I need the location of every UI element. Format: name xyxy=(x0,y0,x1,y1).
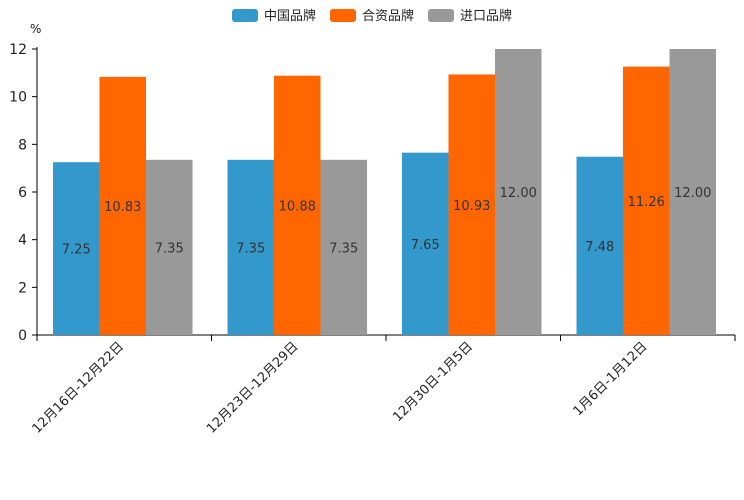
y-tick-label: 12 xyxy=(9,42,27,58)
data-labels: 7.25 7.35 7.65 7.48 10.83 10.88 10.93 11.26 7.35… xyxy=(62,186,712,258)
y-tick-label: 6 xyxy=(18,185,27,201)
bar-合资品牌 xyxy=(448,74,495,336)
legend-swatch xyxy=(232,9,258,22)
bar-合资品牌 xyxy=(274,75,321,336)
bar-value-label: 10.83 xyxy=(104,200,141,215)
x-category-label: 1月6日-1月12日 xyxy=(571,339,651,419)
legend-swatch xyxy=(330,9,356,22)
bar-value-label: 7.48 xyxy=(585,240,614,255)
y-tick-label: 8 xyxy=(18,137,27,153)
legend: 中国品牌 合资品牌 进口品牌 xyxy=(232,8,512,24)
bar-进口品牌 xyxy=(320,159,367,335)
bar-进口品牌 xyxy=(495,49,542,335)
y-tick-label: 0 xyxy=(18,328,27,344)
bar-中国品牌 xyxy=(402,152,449,335)
y-tick-label: 2 xyxy=(18,280,27,296)
bar-value-label: 7.65 xyxy=(411,238,440,253)
bar-value-label: 10.88 xyxy=(279,199,316,214)
bar-中国品牌 xyxy=(227,159,274,335)
bar-合资品牌 xyxy=(623,66,670,336)
bar-value-label: 12.00 xyxy=(674,186,711,201)
bars xyxy=(53,49,716,336)
x-category-label: 12月23日-12月29日 xyxy=(204,339,301,436)
x-category-label: 12月30日-1月5日 xyxy=(390,339,476,425)
legend-label: 中国品牌 xyxy=(264,8,316,24)
legend-label: 进口品牌 xyxy=(460,8,512,24)
bar-合资品牌 xyxy=(99,76,146,335)
x-category-label: 12月16日-12月22日 xyxy=(30,339,127,436)
y-tick-label: 10 xyxy=(9,90,27,106)
bar-value-label: 12.00 xyxy=(500,186,537,201)
legend-swatch xyxy=(428,9,454,22)
bar-中国品牌 xyxy=(576,156,623,335)
bar-value-label: 7.35 xyxy=(236,241,265,256)
bar-进口品牌 xyxy=(146,159,193,335)
bar-进口品牌 xyxy=(669,49,716,335)
bar-value-label: 7.35 xyxy=(155,241,184,256)
bar-value-label: 10.93 xyxy=(453,199,490,214)
bar-value-label: 7.35 xyxy=(329,241,358,256)
bar-value-label: 11.26 xyxy=(628,195,665,210)
y-tick-label: 4 xyxy=(18,233,27,249)
y-axis-unit-label: % xyxy=(30,22,41,36)
bar-中国品牌 xyxy=(53,162,100,335)
bar-value-label: 7.25 xyxy=(62,243,91,258)
legend-label: 合资品牌 xyxy=(362,8,414,24)
